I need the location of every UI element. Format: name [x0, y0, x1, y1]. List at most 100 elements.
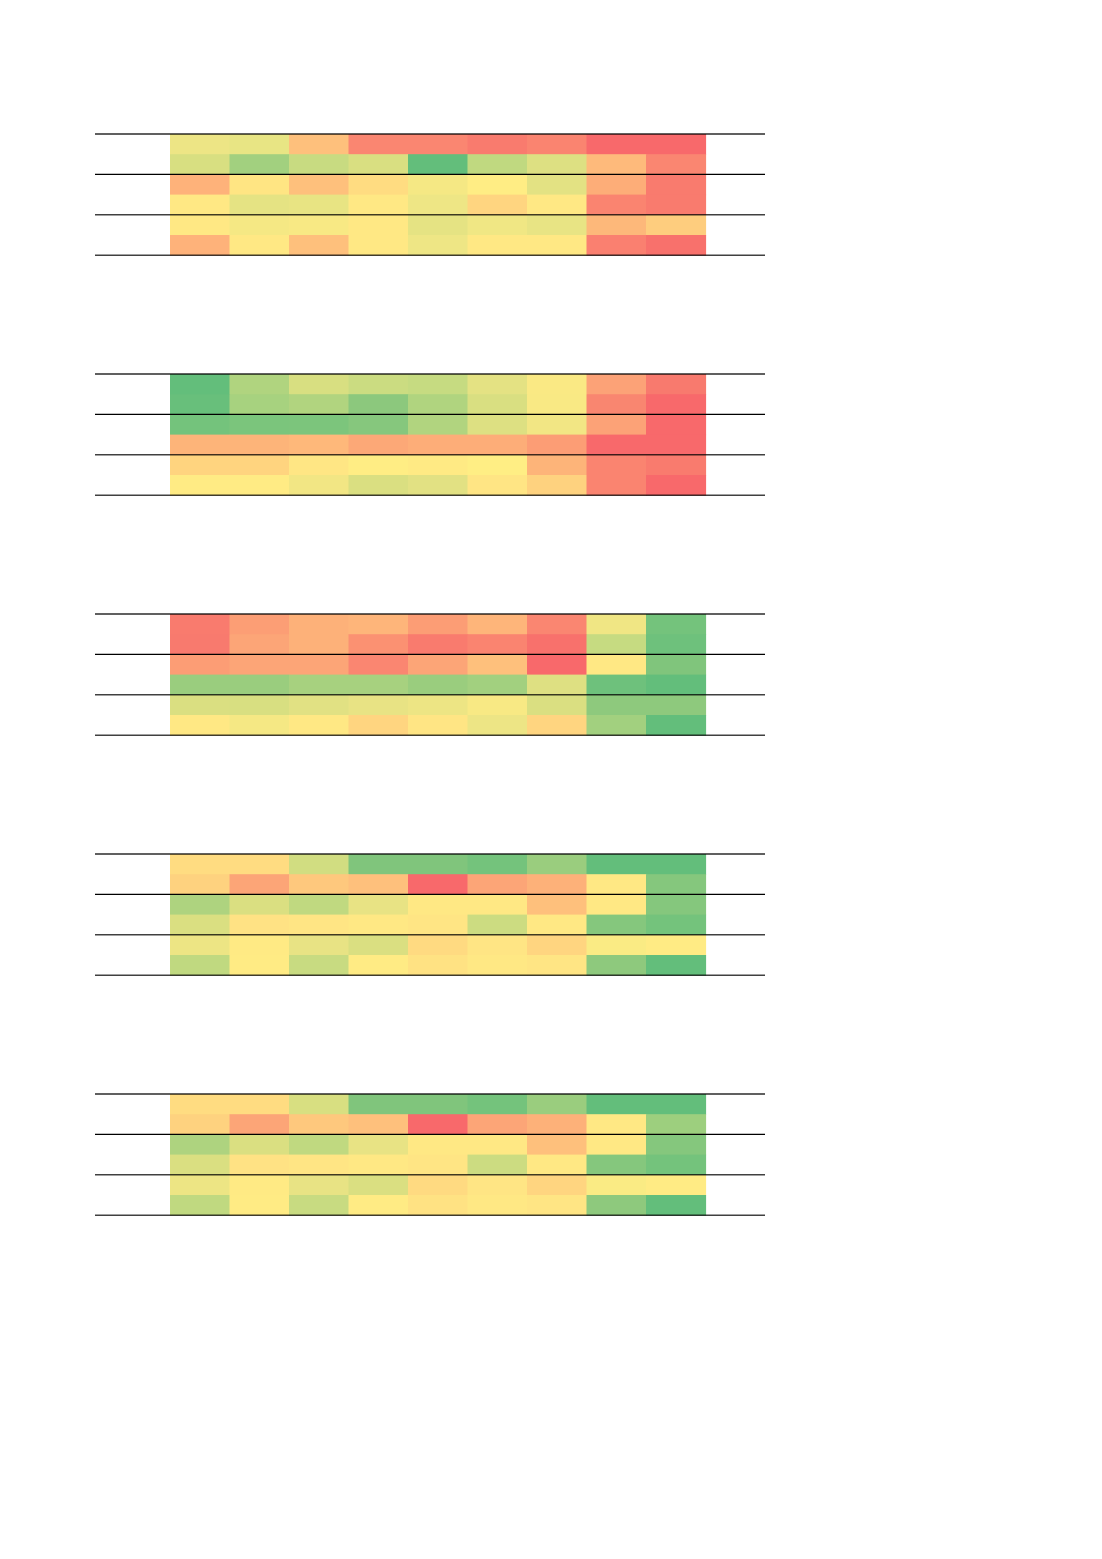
heatmap-cell-t2-r4-c3 [289, 434, 350, 456]
heatmap-cell-t4-r2-c9 [646, 874, 707, 895]
heatmap-table-4 [95, 853, 765, 976]
heatmap-cell-t2-r4-c7 [527, 434, 588, 456]
heatmap-cell-t2-r6-c7 [527, 475, 588, 496]
heatmap-table-1 [95, 133, 765, 256]
heatmap-table-2 [95, 373, 765, 496]
heatmap-cell-t4-r2-c2 [229, 874, 290, 895]
heatmap-cell-t3-r1-c8 [586, 614, 647, 635]
heatmap-cell-t4-r5-c9 [646, 934, 707, 956]
heatmap-cell-t5-r2-c7 [527, 1114, 588, 1135]
heatmap-cell-t3-r1-c3 [289, 614, 350, 635]
heatmap-cell-t5-r3-c8 [586, 1134, 647, 1156]
heatmap-cell-t5-r6-c4 [348, 1195, 409, 1216]
heatmap-cell-t1-r1-c3 [289, 134, 350, 155]
heatmap-cell-t1-r3-c7 [527, 174, 588, 196]
heatmap-cell-t5-r1-c5 [408, 1094, 469, 1115]
heatmap-cell-t1-r4-c8 [586, 194, 647, 216]
heatmap-cell-t5-r2-c3 [289, 1114, 350, 1135]
heatmap-cell-t5-r5-c1 [170, 1174, 231, 1196]
heatmap-cell-t5-r2-c1 [170, 1114, 231, 1135]
heatmap-cell-t3-r2-c5 [408, 634, 469, 655]
heatmap-cell-t4-r1-c1 [170, 854, 231, 875]
heatmap-cell-t2-r1-c7 [527, 374, 588, 395]
heatmap-cell-t4-r1-c3 [289, 854, 350, 875]
heatmap-cell-t3-r3-c6 [467, 654, 528, 676]
heatmap-cell-t1-r6-c6 [467, 235, 528, 256]
heatmap-cell-t4-r1-c9 [646, 854, 707, 875]
heatmap-cell-t4-r2-c6 [467, 874, 528, 895]
heatmap-table-5 [95, 1093, 765, 1216]
heatmap-cell-t5-r5-c7 [527, 1174, 588, 1196]
heatmap-cell-t3-r1-c4 [348, 614, 409, 635]
heatmap-cell-t5-r4-c9 [646, 1154, 707, 1176]
heatmap-cell-t2-r2-c8 [586, 394, 647, 415]
heatmap-cell-t3-r5-c7 [527, 694, 588, 716]
heatmap-cell-t2-r1-c8 [586, 374, 647, 395]
heatmap-cell-t3-r4-c2 [229, 674, 290, 696]
heatmap-cell-t5-r3-c3 [289, 1134, 350, 1156]
heatmap-cell-t3-r3-c7 [527, 654, 588, 676]
heatmap-cell-t1-r5-c6 [467, 214, 528, 236]
heatmap-cell-t3-r2-c7 [527, 634, 588, 655]
heatmap-cell-t3-r3-c9 [646, 654, 707, 676]
heatmap-cell-t3-r3-c1 [170, 654, 231, 676]
heatmap-cell-t5-r2-c2 [229, 1114, 290, 1135]
heatmap-cell-t1-r2-c9 [646, 154, 707, 175]
heatmap-cell-t4-r4-c8 [586, 914, 647, 936]
heatmap-cell-t4-r5-c1 [170, 934, 231, 956]
heatmap-cell-t5-r1-c4 [348, 1094, 409, 1115]
heatmap-cell-t5-r4-c3 [289, 1154, 350, 1176]
heatmap-cell-t2-r1-c6 [467, 374, 528, 395]
heatmap-cell-t2-r2-c5 [408, 394, 469, 415]
heatmap-cell-t4-r4-c5 [408, 914, 469, 936]
heatmap-cell-t4-r5-c6 [467, 934, 528, 956]
heatmap-cell-t5-r3-c5 [408, 1134, 469, 1156]
heatmap-cell-t3-r6-c5 [408, 715, 469, 736]
heatmap-cell-t3-r2-c8 [586, 634, 647, 655]
heatmap-cell-t2-r3-c9 [646, 414, 707, 436]
heatmap-cell-t3-r5-c9 [646, 694, 707, 716]
heatmap-cell-t4-r6-c9 [646, 955, 707, 976]
heatmap-cell-t4-r1-c4 [348, 854, 409, 875]
heatmap-cell-t4-r3-c6 [467, 894, 528, 916]
heatmap-cell-t4-r3-c9 [646, 894, 707, 916]
heatmap-cell-t1-r2-c8 [586, 154, 647, 175]
heatmap-cell-t1-r4-c4 [348, 194, 409, 216]
heatmap-cell-t3-r5-c1 [170, 694, 231, 716]
heatmap-cell-t4-r5-c3 [289, 934, 350, 956]
heatmap-cell-t1-r1-c1 [170, 134, 231, 155]
heatmap-cell-t5-r1-c3 [289, 1094, 350, 1115]
heatmap-cell-t2-r2-c1 [170, 394, 231, 415]
heatmap-cell-t2-r5-c6 [467, 454, 528, 476]
heatmap-cell-t4-r2-c7 [527, 874, 588, 895]
heatmap-cell-t2-r2-c2 [229, 394, 290, 415]
heatmap-cell-t3-r4-c1 [170, 674, 231, 696]
heatmap-cell-t2-r5-c3 [289, 454, 350, 476]
heatmap-cell-t1-r4-c9 [646, 194, 707, 216]
heatmap-cell-t4-r1-c5 [408, 854, 469, 875]
heatmap-cell-t2-r1-c4 [348, 374, 409, 395]
heatmap-cell-t2-r5-c2 [229, 454, 290, 476]
heatmap-cell-t4-r2-c3 [289, 874, 350, 895]
heatmap-table-3 [95, 613, 765, 736]
heatmap-cell-t3-r4-c4 [348, 674, 409, 696]
heatmap-cell-t2-r3-c7 [527, 414, 588, 436]
heatmap-cell-t3-r3-c5 [408, 654, 469, 676]
heatmap-cell-t2-r5-c8 [586, 454, 647, 476]
heatmap-cell-t3-r3-c8 [586, 654, 647, 676]
heatmap-cell-t1-r3-c3 [289, 174, 350, 196]
heatmap-cell-t3-r6-c7 [527, 715, 588, 736]
heatmap-cell-t1-r1-c7 [527, 134, 588, 155]
heatmap-cell-t5-r4-c2 [229, 1154, 290, 1176]
heatmap-cell-t2-r2-c6 [467, 394, 528, 415]
heatmap-cell-t1-r6-c5 [408, 235, 469, 256]
heatmap-cell-t2-r4-c8 [586, 434, 647, 456]
heatmap-cell-t2-r3-c3 [289, 414, 350, 436]
heatmap-cell-t5-r1-c1 [170, 1094, 231, 1115]
heatmap-cell-t5-r6-c3 [289, 1195, 350, 1216]
heatmap-cell-t1-r1-c2 [229, 134, 290, 155]
heatmap-cell-t3-r1-c2 [229, 614, 290, 635]
heatmap-cell-t5-r3-c1 [170, 1134, 231, 1156]
heatmap-cell-t1-r3-c9 [646, 174, 707, 196]
heatmap-cell-t5-r1-c2 [229, 1094, 290, 1115]
